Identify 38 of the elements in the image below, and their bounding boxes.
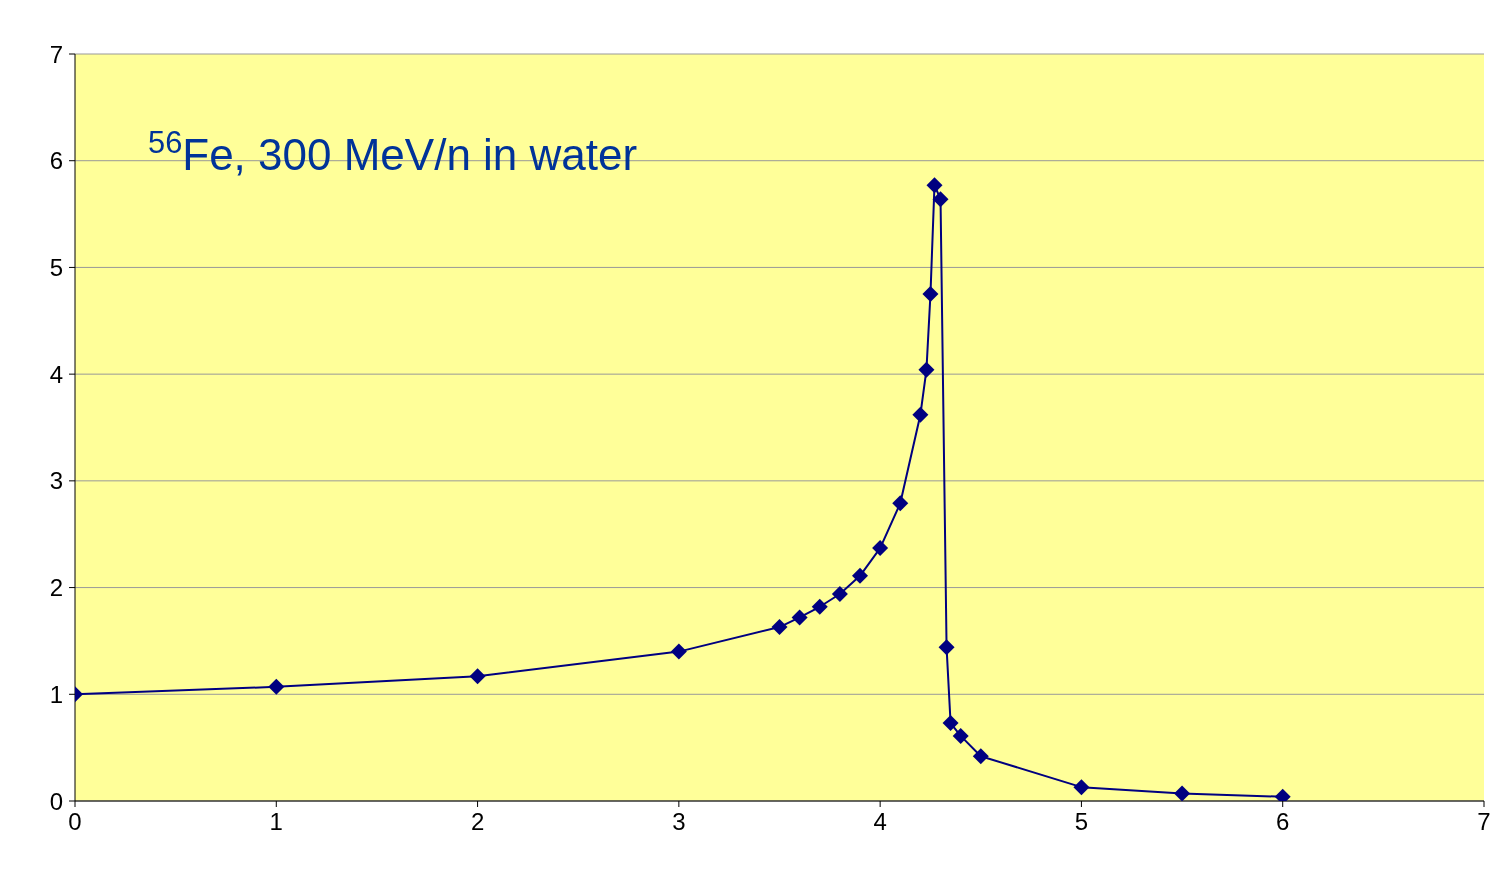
point [926,177,943,194]
point [952,727,969,744]
x-tick-label: 0 [68,808,82,836]
point [469,668,486,685]
y-tick-label: 3 [49,467,63,495]
point [938,639,955,656]
text: $^{56}$Fe, 300 MeV/n in water [148,124,638,179]
point [912,406,929,423]
y-tick-label: 5 [49,253,63,281]
x-tick-label: 3 [672,808,686,836]
point [892,495,909,512]
y-tick-label: 2 [49,574,63,602]
point [918,361,935,378]
point [670,643,687,660]
point [811,598,828,615]
y-tick-label: 7 [49,40,63,68]
point [1174,785,1191,801]
point [771,619,788,636]
point [791,609,808,626]
x-tick-label: 5 [1074,808,1089,836]
point [852,567,869,584]
x-tick-label: 7 [1477,808,1491,836]
x-tick-label: 4 [873,808,887,836]
y-tick-label: 1 [49,680,63,708]
y-tick-label: 0 [49,787,63,815]
x-tick-label: 6 [1276,808,1290,836]
y-tick-label: 6 [49,147,63,175]
point [268,678,285,695]
point [972,748,989,765]
point [932,191,949,208]
x-tick-label: 2 [470,808,485,836]
point [942,715,959,732]
point [831,585,848,602]
point [1073,779,1090,796]
point [922,286,939,303]
point [872,540,889,557]
y-tick-label: 4 [49,360,63,388]
x-tick-label: 1 [269,808,283,836]
